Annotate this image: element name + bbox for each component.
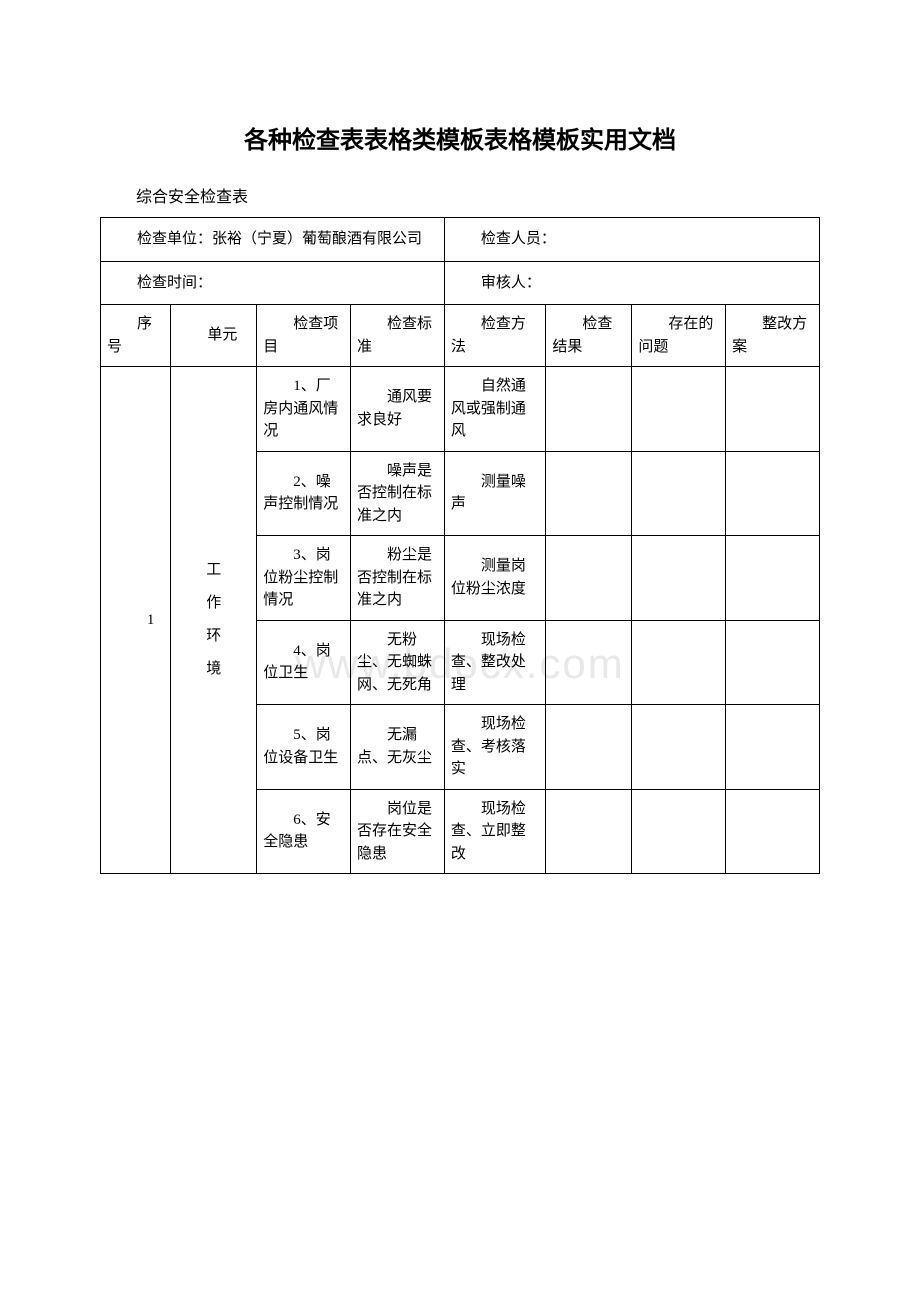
document-content: 各种检查表表格类模板表格模板实用文档 综合安全检查表 检查单位：张裕（宁夏）葡萄… <box>100 120 820 874</box>
col-header-unit: 单元 <box>171 305 257 367</box>
inspectors-cell: 检查人员： <box>444 218 819 262</box>
item-cell: 3、岗位粉尘控制情况 <box>257 536 351 621</box>
issue-cell <box>632 536 726 621</box>
item-cell: 2、噪声控制情况 <box>257 451 351 536</box>
page-title: 各种检查表表格类模板表格模板实用文档 <box>100 120 820 155</box>
col-header-method: 检查方法 <box>444 305 546 367</box>
table-row: 1 工 作 环 境 1、厂房内通风情况 通风要求良好 自然通风或强制通风 <box>101 367 820 452</box>
method-cell: 测量噪声 <box>444 451 546 536</box>
issue-cell <box>632 367 726 452</box>
plan-cell <box>726 367 820 452</box>
method-cell: 测量岗位粉尘浓度 <box>444 536 546 621</box>
item-cell: 1、厂房内通风情况 <box>257 367 351 452</box>
column-header-row: 序号 单元 检查项目 检查标准 检查方法 检查结果 存在的问题 整改方案 <box>101 305 820 367</box>
col-header-issue: 存在的问题 <box>632 305 726 367</box>
result-cell <box>546 536 632 621</box>
result-cell <box>546 789 632 874</box>
result-cell <box>546 620 632 705</box>
result-cell <box>546 367 632 452</box>
standard-cell: 粉尘是否控制在标准之内 <box>351 536 445 621</box>
col-header-item: 检查项目 <box>257 305 351 367</box>
inspect-unit-cell: 检查单位：张裕（宁夏）葡萄酿酒有限公司 <box>101 218 445 262</box>
item-cell: 5、岗位设备卫生 <box>257 705 351 790</box>
plan-cell <box>726 620 820 705</box>
issue-cell <box>632 705 726 790</box>
item-cell: 6、安全隐患 <box>257 789 351 874</box>
unit-cell: 工 作 环 境 <box>171 367 257 874</box>
unit-char: 环 <box>177 620 250 653</box>
plan-cell <box>726 705 820 790</box>
standard-cell: 通风要求良好 <box>351 367 445 452</box>
inspection-table: 检查单位：张裕（宁夏）葡萄酿酒有限公司 检查人员： 检查时间： 审核人： 序号 … <box>100 217 820 874</box>
result-cell <box>546 451 632 536</box>
item-cell: 4、岗位卫生 <box>257 620 351 705</box>
result-cell <box>546 705 632 790</box>
plan-cell <box>726 789 820 874</box>
method-cell: 自然通风或强制通风 <box>444 367 546 452</box>
issue-cell <box>632 620 726 705</box>
standard-cell: 无粉尘、无蜘蛛网、无死角 <box>351 620 445 705</box>
inspect-time-cell: 检查时间： <box>101 261 445 305</box>
plan-cell <box>726 536 820 621</box>
meta-row-2: 检查时间： 审核人： <box>101 261 820 305</box>
col-header-result: 检查结果 <box>546 305 632 367</box>
standard-cell: 噪声是否控制在标准之内 <box>351 451 445 536</box>
reviewer-cell: 审核人： <box>444 261 819 305</box>
meta-row-1: 检查单位：张裕（宁夏）葡萄酿酒有限公司 检查人员： <box>101 218 820 262</box>
unit-char: 境 <box>177 653 250 686</box>
unit-vertical-text: 工 作 环 境 <box>177 554 250 686</box>
plan-cell <box>726 451 820 536</box>
method-cell: 现场检查、考核落实 <box>444 705 546 790</box>
unit-char: 作 <box>177 587 250 620</box>
seq-cell: 1 <box>101 367 171 874</box>
standard-cell: 无漏点、无灰尘 <box>351 705 445 790</box>
standard-cell: 岗位是否存在安全隐患 <box>351 789 445 874</box>
unit-char: 工 <box>177 554 250 587</box>
col-header-plan: 整改方案 <box>726 305 820 367</box>
issue-cell <box>632 789 726 874</box>
issue-cell <box>632 451 726 536</box>
subtitle: 综合安全检查表 <box>100 183 820 207</box>
col-header-standard: 检查标准 <box>351 305 445 367</box>
method-cell: 现场检查、整改处理 <box>444 620 546 705</box>
col-header-seq: 序号 <box>101 305 171 367</box>
method-cell: 现场检查、立即整改 <box>444 789 546 874</box>
